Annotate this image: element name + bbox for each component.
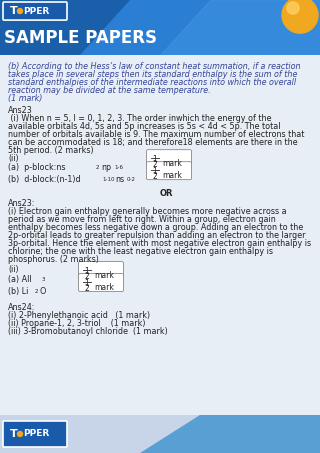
Text: Ans23: Ans23 xyxy=(8,106,33,115)
Text: PPER: PPER xyxy=(23,429,49,439)
Text: mark: mark xyxy=(162,171,182,180)
FancyBboxPatch shape xyxy=(3,2,67,20)
Text: 2: 2 xyxy=(84,272,89,280)
Circle shape xyxy=(287,2,299,14)
Text: 2p-orbital leads to greater repulsion than adding an electron to the larger: 2p-orbital leads to greater repulsion th… xyxy=(8,231,306,240)
Text: 0-2: 0-2 xyxy=(127,177,136,182)
FancyBboxPatch shape xyxy=(78,274,124,292)
Text: T: T xyxy=(10,429,18,439)
Text: mark: mark xyxy=(94,270,114,280)
Text: (ii): (ii) xyxy=(8,154,19,163)
Text: enthalpy becomes less negative down a group. Adding an electron to the: enthalpy becomes less negative down a gr… xyxy=(8,223,303,232)
FancyBboxPatch shape xyxy=(78,261,124,280)
Text: 2: 2 xyxy=(153,159,157,169)
Text: standard enthalpies of the intermediate reactions into which the overall: standard enthalpies of the intermediate … xyxy=(8,78,296,87)
Text: (i) When n = 5, l = 0, 1, 2, 3. The order inwhich the energy of the: (i) When n = 5, l = 0, 1, 2, 3. The orde… xyxy=(8,114,271,123)
Circle shape xyxy=(282,0,318,33)
Circle shape xyxy=(18,9,22,14)
Text: Ans23:: Ans23: xyxy=(8,199,36,208)
Text: 1: 1 xyxy=(153,154,157,164)
Text: 3: 3 xyxy=(42,277,45,282)
Text: 5th period. (2 marks): 5th period. (2 marks) xyxy=(8,146,94,155)
Text: O: O xyxy=(40,287,46,296)
Text: can be accommodated is 18; and therefore18 elements are there in the: can be accommodated is 18; and therefore… xyxy=(8,138,298,147)
Text: SAMPLE PAPERS: SAMPLE PAPERS xyxy=(4,29,157,47)
Text: phosphorus. (2 marks): phosphorus. (2 marks) xyxy=(8,255,99,264)
Text: (b) According to the Hess’s law of constant heat summation, if a reaction: (b) According to the Hess’s law of const… xyxy=(8,62,300,71)
Text: takes place in several steps then its standard enthalpy is the sum of the: takes place in several steps then its st… xyxy=(8,70,297,79)
Text: OR: OR xyxy=(160,189,173,198)
Text: 1: 1 xyxy=(84,266,89,275)
Text: (a) AlI: (a) AlI xyxy=(8,275,32,284)
Text: (a)  p-block:ns: (a) p-block:ns xyxy=(8,163,66,172)
FancyBboxPatch shape xyxy=(147,162,191,180)
Text: Ans24:: Ans24: xyxy=(8,303,36,312)
Text: (ii) Propane-1, 2, 3-triol    (1 mark): (ii) Propane-1, 2, 3-triol (1 mark) xyxy=(8,319,146,328)
Text: (iii) 3-Bromobutanoyl chloride  (1 mark): (iii) 3-Bromobutanoyl chloride (1 mark) xyxy=(8,327,168,336)
Text: PPER: PPER xyxy=(23,6,49,15)
Text: (i) Electron gain enthalpy generally becomes more negative across a: (i) Electron gain enthalpy generally bec… xyxy=(8,207,287,216)
Text: mark: mark xyxy=(162,159,182,168)
Polygon shape xyxy=(140,415,320,453)
Text: (ii): (ii) xyxy=(8,265,19,274)
Text: reaction may be divided at the same temperature.: reaction may be divided at the same temp… xyxy=(8,86,211,95)
Text: 1: 1 xyxy=(153,167,157,176)
Text: 1-10: 1-10 xyxy=(102,177,115,182)
Text: (b) Li: (b) Li xyxy=(8,287,28,296)
Text: number of orbitals available is 9. The maximum number of electrons that: number of orbitals available is 9. The m… xyxy=(8,130,304,139)
Text: chlorine; the one with the least negative electron gain enthalpy is: chlorine; the one with the least negativ… xyxy=(8,247,273,256)
Text: 2: 2 xyxy=(84,284,89,293)
Circle shape xyxy=(18,431,22,437)
Text: (b)  d-block:(n-1)d: (b) d-block:(n-1)d xyxy=(8,175,81,184)
Text: 3p-orbital. Hence the element with most negative electron gain enthalpy is: 3p-orbital. Hence the element with most … xyxy=(8,239,311,248)
Text: np: np xyxy=(101,163,111,172)
Text: 2: 2 xyxy=(35,289,38,294)
FancyBboxPatch shape xyxy=(147,149,191,168)
Text: 2: 2 xyxy=(153,172,157,181)
Polygon shape xyxy=(80,0,320,55)
Text: 2: 2 xyxy=(96,165,100,170)
FancyBboxPatch shape xyxy=(3,421,67,447)
Text: (1 mark): (1 mark) xyxy=(8,94,42,103)
Text: 1-6: 1-6 xyxy=(114,165,123,170)
Text: (i) 2-Phenylethanoic acid   (1 mark): (i) 2-Phenylethanoic acid (1 mark) xyxy=(8,311,150,320)
Text: period as we move from left to right. Within a group, electron gain: period as we move from left to right. Wi… xyxy=(8,215,276,224)
Text: available orbitals 4d, 5s and 5p increases is 5s < 4d < 5p. The total: available orbitals 4d, 5s and 5p increas… xyxy=(8,122,281,131)
Text: T: T xyxy=(10,6,18,16)
Text: ns: ns xyxy=(115,175,124,184)
Text: mark: mark xyxy=(94,283,114,292)
Polygon shape xyxy=(160,0,320,55)
Text: 1: 1 xyxy=(84,279,89,288)
